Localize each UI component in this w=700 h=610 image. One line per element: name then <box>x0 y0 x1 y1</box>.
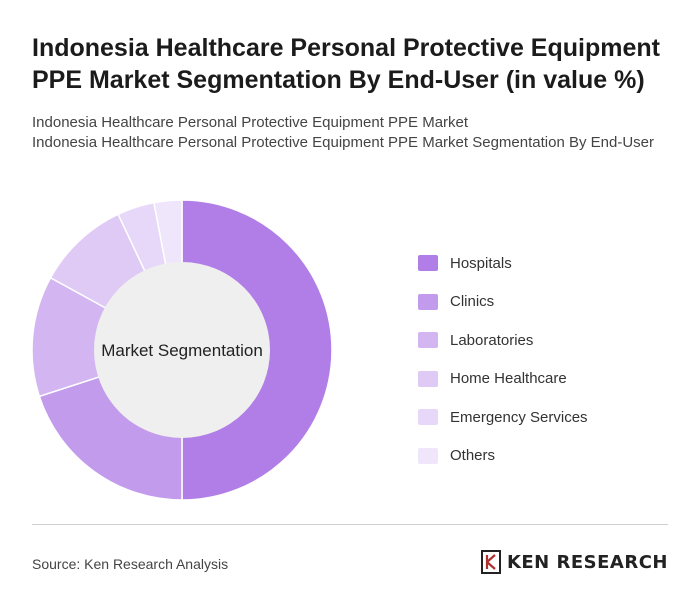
subtitle-line-1: Indonesia Healthcare Personal Protective… <box>32 114 469 131</box>
footer-divider <box>32 524 668 525</box>
donut-hole <box>94 262 270 438</box>
legend-item: Hospitals <box>418 244 678 283</box>
legend-swatch <box>418 255 438 272</box>
chart-title: Indonesia Healthcare Personal Protective… <box>32 34 660 94</box>
legend-label: Home Healthcare <box>450 370 567 388</box>
legend-item: Others <box>418 437 678 476</box>
source-note: Source: Ken Research Analysis <box>32 556 229 572</box>
legend-label: Emergency Services <box>450 408 588 426</box>
brand-name: KEN RESEARCH <box>506 551 668 573</box>
legend-label: Hospitals <box>450 254 512 272</box>
legend-swatch <box>418 447 438 464</box>
legend-label: Laboratories <box>450 331 534 349</box>
legend-swatch <box>418 332 438 349</box>
ken-logo-icon <box>480 550 501 574</box>
subtitle-line-2: Indonesia Healthcare Personal Protective… <box>32 134 654 151</box>
legend-item: Clinics <box>418 283 678 322</box>
legend-item: Home Healthcare <box>418 360 678 399</box>
legend: Hospitals Clinics Laboratories Home Healthc… <box>418 244 678 475</box>
legend-item: Emergency Services <box>418 398 678 437</box>
donut-chart: Market Segmentation <box>30 198 334 502</box>
legend-label: Others <box>450 447 496 465</box>
legend-swatch <box>418 293 438 310</box>
brand-logo: KEN RESEARCH <box>480 550 668 574</box>
center-label: Market Segmentation <box>101 341 263 360</box>
legend-swatch <box>418 370 438 387</box>
legend-label: Clinics <box>450 293 495 311</box>
legend-swatch <box>418 409 438 426</box>
chart-subtitle: Indonesia Healthcare Personal Protective… <box>32 113 662 153</box>
donut-svg: Market Segmentation <box>31 199 333 501</box>
legend-item: Laboratories <box>418 321 678 360</box>
